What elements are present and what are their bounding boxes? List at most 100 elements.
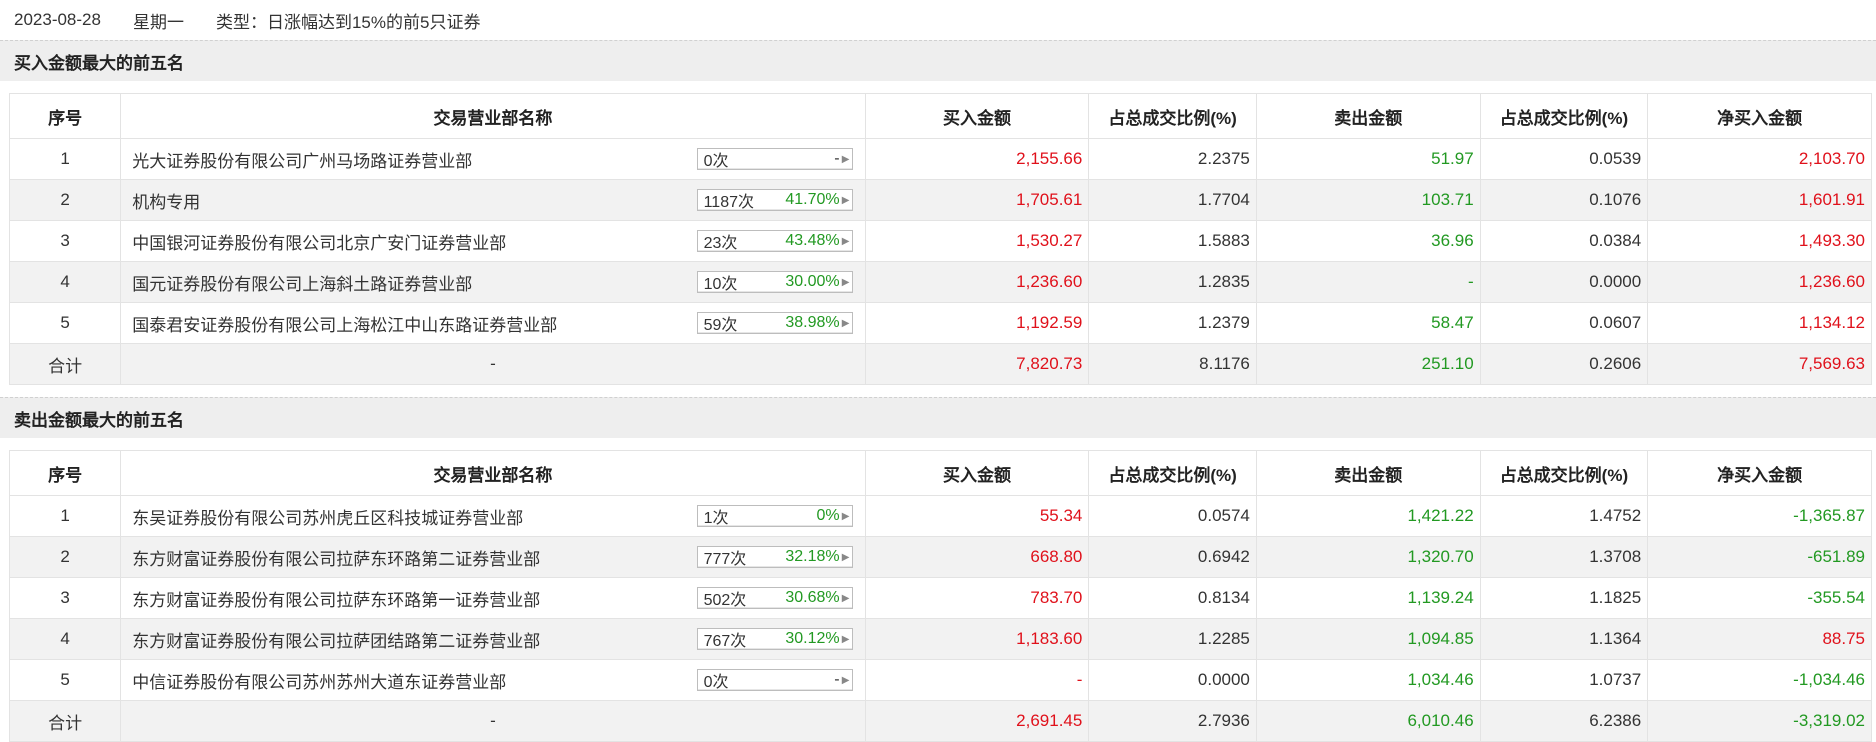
total-label: 合计 bbox=[8, 343, 122, 385]
branch-name[interactable]: 中信证券股份有限公司苏州苏州大道东证券营业部 bbox=[132, 672, 507, 692]
row-index: 4 bbox=[8, 618, 122, 660]
total-net-buy: -3,319.02 bbox=[1647, 700, 1872, 742]
branch-name[interactable]: 东方财富证券股份有限公司拉萨东环路第一证券营业部 bbox=[132, 590, 541, 610]
col-net-buy: 净买入金额 bbox=[1647, 450, 1872, 496]
net-buy-amount: 1,236.60 bbox=[1647, 261, 1872, 303]
branch-name-wrap: 东方财富证券股份有限公司拉萨东环路第二证券营业部 777次 32.18% ▶ bbox=[127, 545, 858, 570]
branch-name[interactable]: 中国银河证券股份有限公司北京广安门证券营业部 bbox=[132, 233, 507, 253]
buy-amount: 1,183.60 bbox=[864, 618, 1090, 660]
branch-name-cell: 光大证券股份有限公司广州马场路证券营业部 0次 - ▶ bbox=[120, 138, 866, 180]
branch-stats-dropdown[interactable]: 767次 30.12% ▶ bbox=[696, 628, 853, 650]
col-buy-amount: 买入金额 bbox=[864, 450, 1090, 496]
branch-name-cell: 中信证券股份有限公司苏州苏州大道东证券营业部 0次 - ▶ bbox=[120, 659, 866, 701]
net-buy-amount: 1,601.91 bbox=[1647, 179, 1872, 221]
table-header-row: 序号 交易营业部名称 买入金额 占总成交比例(%) 卖出金额 占总成交比例(%)… bbox=[8, 93, 1872, 139]
branch-name-wrap: 东方财富证券股份有限公司拉萨东环路第一证券营业部 502次 30.68% ▶ bbox=[127, 586, 858, 611]
sell-ratio: 0.0539 bbox=[1479, 138, 1649, 180]
total-sell-amount: 6,010.46 bbox=[1255, 700, 1481, 742]
branch-stats-dropdown[interactable]: 0次 - ▶ bbox=[696, 669, 853, 691]
buy-ratio: 1.2285 bbox=[1088, 618, 1257, 660]
branch-stats-dropdown[interactable]: 23次 43.48% ▶ bbox=[696, 230, 853, 252]
table-row: 4 东方财富证券股份有限公司拉萨团结路第二证券营业部 767次 30.12% ▶ 1,18… bbox=[8, 618, 1872, 660]
net-buy-amount: -651.89 bbox=[1647, 536, 1872, 578]
sell-amount: 51.97 bbox=[1255, 138, 1481, 180]
col-branch-name: 交易营业部名称 bbox=[120, 93, 866, 139]
buy-amount: 55.34 bbox=[864, 495, 1090, 537]
net-buy-amount: 2,103.70 bbox=[1647, 138, 1872, 180]
row-index: 2 bbox=[8, 536, 122, 578]
caret-right-icon: ▶ bbox=[841, 592, 850, 604]
total-buy-ratio: 2.7936 bbox=[1088, 700, 1257, 742]
branch-name[interactable]: 东吴证券股份有限公司苏州虎丘区科技城证券营业部 bbox=[132, 508, 524, 528]
branch-name-wrap: 光大证券股份有限公司广州马场路证券营业部 0次 - ▶ bbox=[127, 147, 858, 172]
branch-name[interactable]: 光大证券股份有限公司广州马场路证券营业部 bbox=[132, 151, 473, 171]
col-sell-amount: 卖出金额 bbox=[1255, 450, 1481, 496]
branch-name-cell: 东方财富证券股份有限公司拉萨东环路第一证券营业部 502次 30.68% ▶ bbox=[120, 577, 866, 619]
caret-right-icon: ▶ bbox=[841, 674, 850, 686]
caret-right-icon: ▶ bbox=[841, 317, 850, 329]
sell-amount: 1,034.46 bbox=[1255, 659, 1481, 701]
trade-date: 2023-08-28 bbox=[14, 10, 101, 29]
sell-amount: 1,421.22 bbox=[1255, 495, 1481, 537]
branch-stats-dropdown[interactable]: 1187次 41.70% ▶ bbox=[696, 189, 853, 211]
buy-amount: 783.70 bbox=[864, 577, 1090, 619]
buy-ratio: 1.2835 bbox=[1088, 261, 1257, 303]
branch-stats-dropdown[interactable]: 1次 0% ▶ bbox=[696, 505, 853, 527]
caret-right-icon: ▶ bbox=[841, 276, 850, 288]
branch-stats-dropdown[interactable]: 0次 - ▶ bbox=[696, 148, 853, 170]
row-index: 2 bbox=[8, 179, 122, 221]
branch-name[interactable]: 东方财富证券股份有限公司拉萨团结路第二证券营业部 bbox=[132, 631, 541, 651]
branch-name-wrap: 东方财富证券股份有限公司拉萨团结路第二证券营业部 767次 30.12% ▶ bbox=[127, 627, 858, 652]
appearance-count: 1187次 bbox=[703, 194, 755, 211]
col-buy-ratio: 占总成交比例(%) bbox=[1088, 93, 1257, 139]
branch-name[interactable]: 国泰君安证券股份有限公司上海松江中山东路证券营业部 bbox=[132, 315, 558, 335]
net-buy-amount: -1,365.87 bbox=[1647, 495, 1872, 537]
sell-ratio: 1.3708 bbox=[1479, 536, 1649, 578]
caret-right-icon: ▶ bbox=[841, 153, 850, 165]
col-buy-amount: 买入金额 bbox=[864, 93, 1090, 139]
net-buy-amount: -355.54 bbox=[1647, 577, 1872, 619]
table-row: 2 东方财富证券股份有限公司拉萨东环路第二证券营业部 777次 32.18% ▶ 668.… bbox=[8, 536, 1872, 578]
total-sell-ratio: 0.2606 bbox=[1479, 343, 1649, 385]
type-label: 类型：日涨幅达到15%的前5只证券 bbox=[215, 12, 481, 32]
table-row: 2 机构专用 1187次 41.70% ▶ 1,705.61 1.7704 103.71 0.1… bbox=[8, 179, 1872, 221]
sell-amount: 1,139.24 bbox=[1255, 577, 1481, 619]
weekday: 星期一 bbox=[132, 12, 184, 32]
win-rate: - bbox=[834, 150, 840, 167]
sell-top5-table: 序号 交易营业部名称 买入金额 占总成交比例(%) 卖出金额 占总成交比例(%)… bbox=[8, 450, 1872, 742]
branch-name-cell: 东方财富证券股份有限公司拉萨团结路第二证券营业部 767次 30.12% ▶ bbox=[120, 618, 866, 660]
row-index: 4 bbox=[8, 261, 122, 303]
branch-name[interactable]: 国元证券股份有限公司上海斜土路证券营业部 bbox=[132, 274, 473, 294]
total-sell-ratio: 6.2386 bbox=[1479, 700, 1649, 742]
branch-name-cell: 东方财富证券股份有限公司拉萨东环路第二证券营业部 777次 32.18% ▶ bbox=[120, 536, 866, 578]
row-index: 1 bbox=[8, 138, 122, 180]
caret-right-icon: ▶ bbox=[841, 510, 850, 522]
win-rate: 43.48% bbox=[785, 232, 840, 249]
total-sell-amount: 251.10 bbox=[1255, 343, 1481, 385]
branch-stats-dropdown[interactable]: 777次 32.18% ▶ bbox=[696, 546, 853, 568]
win-rate: 30.00% bbox=[785, 273, 840, 290]
sell-ratio: 1.1364 bbox=[1479, 618, 1649, 660]
branch-name[interactable]: 东方财富证券股份有限公司拉萨东环路第二证券营业部 bbox=[132, 549, 541, 569]
branch-stats-dropdown[interactable]: 59次 38.98% ▶ bbox=[696, 312, 853, 334]
buy-top5-table: 序号 交易营业部名称 买入金额 占总成交比例(%) 卖出金额 占总成交比例(%)… bbox=[8, 93, 1872, 385]
buy-amount: 2,155.66 bbox=[864, 138, 1090, 180]
row-index: 5 bbox=[8, 302, 122, 344]
sell-amount: 103.71 bbox=[1255, 179, 1481, 221]
table-row: 3 中国银河证券股份有限公司北京广安门证券营业部 23次 43.48% ▶ 1,530.2… bbox=[8, 220, 1872, 262]
win-rate: 30.12% bbox=[785, 630, 840, 647]
branch-stats-dropdown[interactable]: 502次 30.68% ▶ bbox=[696, 587, 853, 609]
net-buy-amount: -1,034.46 bbox=[1647, 659, 1872, 701]
col-index: 序号 bbox=[8, 450, 122, 496]
sell-amount: 1,320.70 bbox=[1255, 536, 1481, 578]
buy-amount: - bbox=[864, 659, 1090, 701]
appearance-count: 767次 bbox=[703, 633, 747, 650]
branch-name-cell: 国元证券股份有限公司上海斜土路证券营业部 10次 30.00% ▶ bbox=[120, 261, 866, 303]
table-row: 1 光大证券股份有限公司广州马场路证券营业部 0次 - ▶ 2,155.66 2.2375 5… bbox=[8, 138, 1872, 180]
top-info-bar: 2023-08-28 星期一 类型：日涨幅达到15%的前5只证券 bbox=[0, 0, 1876, 40]
col-branch-name: 交易营业部名称 bbox=[120, 450, 866, 496]
appearance-count: 10次 bbox=[703, 276, 738, 293]
total-net-buy: 7,569.63 bbox=[1647, 343, 1872, 385]
branch-stats-dropdown[interactable]: 10次 30.00% ▶ bbox=[696, 271, 853, 293]
branch-name[interactable]: 机构专用 bbox=[132, 192, 201, 212]
